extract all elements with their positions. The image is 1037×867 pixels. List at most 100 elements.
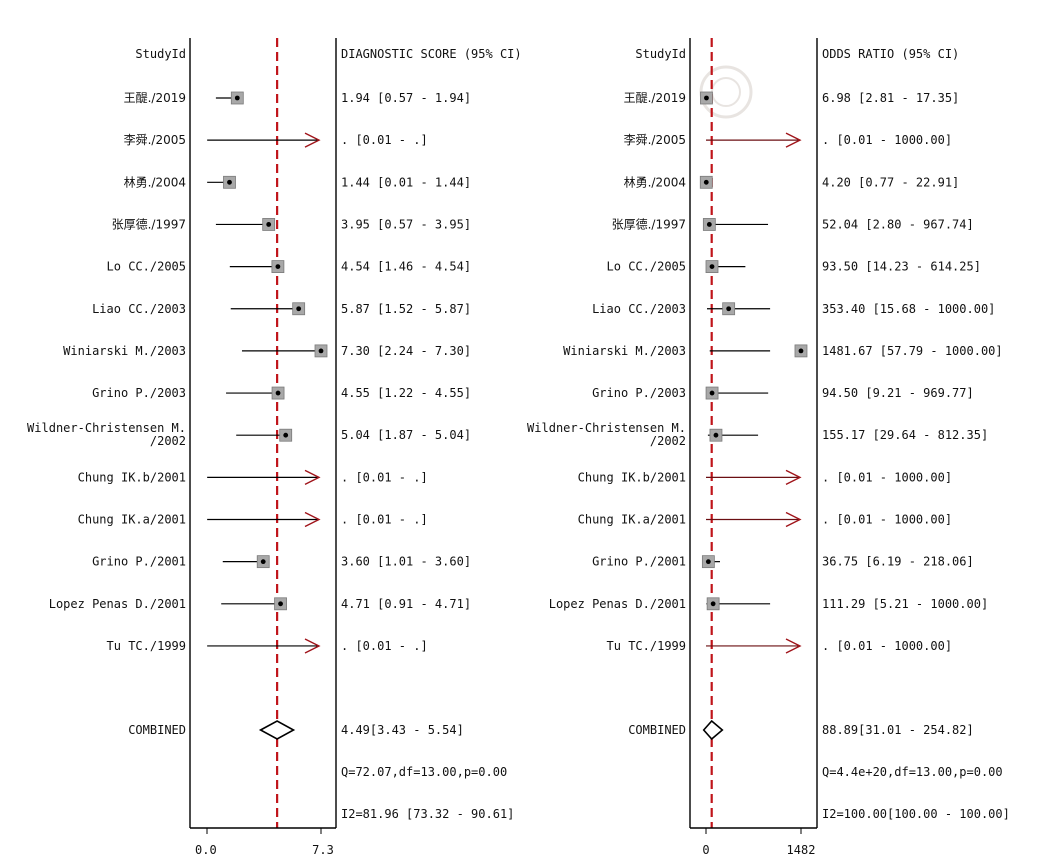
point-estimate [704, 95, 709, 101]
study-label: Lo CC./2005 [107, 260, 186, 274]
ci-text: 93.50 [14.23 - 614.25] [822, 260, 981, 274]
ci-text: 6.98 [2.81 - 17.35] [822, 91, 959, 105]
watermark-seal-inner [711, 77, 741, 107]
ci-text: . [0.01 - .] [341, 133, 428, 147]
combined-diamond [258, 720, 296, 740]
ci-text: . [0.01 - 1000.00] [822, 639, 952, 653]
heterogeneity-stat: Q=72.07,df=13.00,p=0.00 [341, 765, 507, 779]
study-label: Lopez Penas D./2001 [49, 597, 186, 611]
point-estimate [726, 306, 732, 312]
heterogeneity-stat: Q=4.4e+20,df=13.00,p=0.00 [822, 765, 1003, 779]
combined-ci-text: 88.89[31.01 - 254.82] [822, 723, 974, 737]
study-label: Liao CC./2003 [592, 302, 686, 316]
combined-label: COMBINED [128, 723, 186, 737]
study-label: Lopez Penas D./2001 [549, 597, 686, 611]
study-label: Wildner-Christensen M. [527, 421, 686, 435]
heterogeneity-stat: I2=100.00[100.00 - 100.00] [822, 807, 1010, 821]
ci-text: 4.54 [1.46 - 4.54] [341, 260, 471, 274]
combined-diamond [702, 719, 724, 741]
ci-text: . [0.01 - 1000.00] [822, 133, 952, 147]
header-odds-ratio: ODDS RATIO (95% CI) [822, 47, 959, 61]
point-estimate [266, 222, 272, 227]
ci-arrow [304, 638, 321, 654]
point-estimate [278, 601, 283, 607]
point-estimate [713, 432, 719, 438]
study-rows: 王醍./2019 6.98 [2.81 - 17.35] 李舜./2005 . [0.… [527, 91, 1010, 821]
study-label: Chung IK.a/2001 [578, 513, 686, 527]
combined-ci-text: 4.49[3.43 - 5.54] [341, 723, 464, 737]
study-label: Liao CC./2003 [92, 302, 186, 316]
point-estimate [296, 306, 302, 312]
point-estimate [283, 432, 289, 438]
ci-text: 5.87 [1.52 - 5.87] [341, 302, 471, 316]
ci-text: . [0.01 - .] [341, 639, 428, 653]
ci-text: 3.60 [1.01 - 3.60] [341, 555, 471, 569]
ci-text: 353.40 [15.68 - 1000.00] [822, 302, 995, 316]
study-label: 张厚德./1997 [112, 216, 186, 231]
x-tick-label-max: 1482 [787, 843, 816, 857]
header-diagnostic-score: DIAGNOSTIC SCORE (95% CI) [341, 47, 522, 61]
study-label-line2: /2002 [650, 434, 686, 448]
point-estimate [275, 390, 281, 396]
ci-text: 1.94 [0.57 - 1.94] [341, 91, 471, 105]
study-label: 王醍./2019 [624, 91, 686, 105]
study-label: Winiarski M./2003 [563, 344, 686, 358]
ci-text: . [0.01 - .] [341, 513, 428, 527]
study-label: Grino P./2001 [92, 555, 186, 569]
ci-text: 7.30 [2.24 - 7.30] [341, 344, 471, 358]
ci-text: . [0.01 - 1000.00] [822, 513, 952, 527]
study-label: Grino P./2003 [592, 386, 686, 400]
point-estimate [709, 264, 715, 269]
point-estimate [709, 390, 715, 396]
point-estimate [275, 264, 281, 269]
study-label: Chung IK.b/2001 [578, 470, 686, 484]
study-label: Wildner-Christensen M. [27, 421, 186, 435]
study-label: Lo CC./2005 [607, 260, 686, 274]
ci-text: 52.04 [2.80 - 967.74] [822, 217, 974, 231]
study-label: 张厚德./1997 [612, 216, 686, 231]
study-label: Winiarski M./2003 [63, 344, 186, 358]
study-label: Tu TC./1999 [107, 639, 186, 653]
x-tick-label-min: 0 [702, 843, 709, 857]
diagnostic-score-panel: StudyId DIAGNOSTIC SCORE (95% CI) 王醍./20… [27, 38, 522, 857]
combined-label: COMBINED [628, 723, 686, 737]
header-studyid: StudyId [635, 47, 686, 61]
study-rows: 王醍./2019 1.94 [0.57 - 1.94] 李舜./2005 . [0.0… [27, 91, 514, 821]
point-estimate [227, 179, 232, 185]
study-label: Tu TC./1999 [607, 639, 686, 653]
study-label: Grino P./2003 [92, 386, 186, 400]
study-label: Grino P./2001 [592, 555, 686, 569]
ci-text: 111.29 [5.21 - 1000.00] [822, 597, 988, 611]
study-label: 李舜./2005 [624, 132, 686, 147]
point-estimate [706, 222, 712, 227]
ci-arrow [785, 511, 802, 528]
ci-text: 1.44 [0.01 - 1.44] [341, 175, 471, 189]
point-estimate [318, 348, 324, 354]
ci-text: 36.75 [6.19 - 218.06] [822, 555, 974, 569]
ci-text: 3.95 [0.57 - 3.95] [341, 217, 471, 231]
ci-arrow [785, 132, 802, 148]
plot-marks [699, 38, 808, 828]
ci-text: 4.55 [1.22 - 4.55] [341, 386, 471, 400]
plot-marks [207, 38, 328, 828]
heterogeneity-stat: I2=81.96 [73.32 - 90.61] [341, 807, 514, 821]
ci-text: 4.20 [0.77 - 22.91] [822, 175, 959, 189]
ci-text: 1481.67 [57.79 - 1000.00] [822, 344, 1003, 358]
ci-arrow [304, 469, 321, 485]
study-label: Chung IK.b/2001 [78, 470, 186, 484]
study-label: 林勇./2004 [124, 175, 186, 189]
ci-arrow [785, 469, 802, 485]
x-tick-label-max: 7.3 [312, 843, 334, 857]
ci-text: 5.04 [1.87 - 5.04] [341, 428, 471, 442]
study-label-line2: /2002 [150, 434, 186, 448]
study-label: 林勇./2004 [624, 175, 686, 189]
header-studyid: StudyId [135, 47, 186, 61]
odds-ratio-panel: StudyId ODDS RATIO (95% CI) 王醍./2019 6.98… [527, 38, 1010, 857]
point-estimate [703, 179, 709, 185]
study-label: 李舜./2005 [124, 132, 186, 147]
point-estimate [798, 348, 804, 354]
ci-text: 155.17 [29.64 - 812.35] [822, 428, 988, 442]
ci-arrow [785, 638, 802, 654]
point-estimate [705, 559, 711, 565]
ci-text: 94.50 [9.21 - 969.77] [822, 386, 974, 400]
